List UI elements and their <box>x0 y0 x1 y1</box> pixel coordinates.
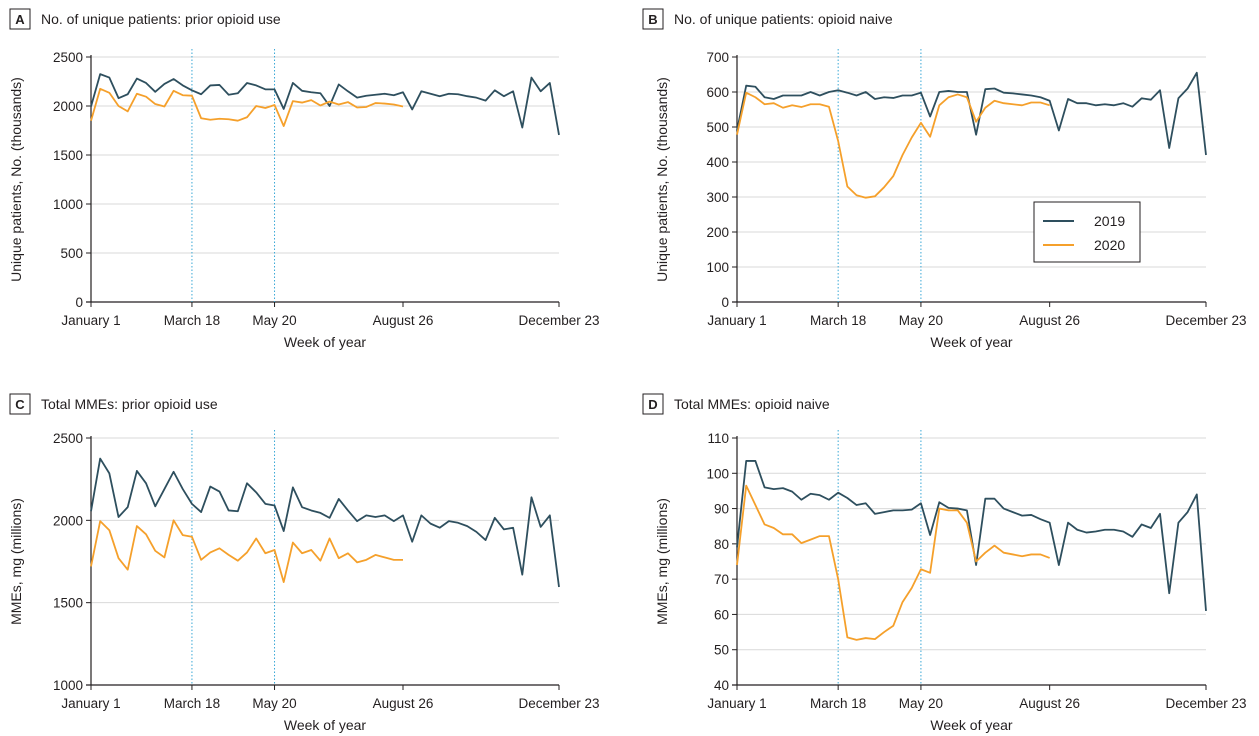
series-line-2019 <box>90 457 560 588</box>
y-tick-label: 600 <box>706 85 729 100</box>
y-tick-label: 1000 <box>53 678 83 693</box>
panel-label: A <box>15 12 25 27</box>
panel-b: B No. of unique patients: opioid naive 0 10… <box>642 8 1247 350</box>
y-tick-label: 2000 <box>53 99 83 114</box>
panel-badge-box <box>9 8 31 30</box>
panel-label: D <box>648 397 657 412</box>
y-tick-label: 0 <box>75 295 83 310</box>
panel-title: Total MMEs: prior opioid use <box>41 396 218 412</box>
panel-badge-box <box>642 393 664 415</box>
x-tick-label: May 20 <box>899 696 943 711</box>
panel-badge-box <box>9 393 31 415</box>
y-tick-label: 90 <box>714 502 729 517</box>
legend-box <box>1033 201 1141 263</box>
x-axis-title: Week of year <box>284 717 367 733</box>
y-tick-label: 60 <box>714 607 729 622</box>
x-axis-title: Week of year <box>930 334 1013 350</box>
series-line-2019 <box>736 460 1207 611</box>
x-tick-label: December 23 <box>518 696 599 711</box>
x-tick-label: December 23 <box>518 313 599 328</box>
series-line-2019 <box>90 73 560 136</box>
legend-label: 2020 <box>1094 237 1125 253</box>
x-axis-title: Week of year <box>930 717 1013 733</box>
panel-label: B <box>648 12 657 27</box>
panel-a: A No. of unique patients: prior opioid us… <box>8 8 600 350</box>
y-tick-label: 1000 <box>53 197 83 212</box>
y-tick-label: 2500 <box>53 50 83 65</box>
x-tick-label: January 1 <box>707 696 766 711</box>
y-tick-label: 110 <box>707 431 729 446</box>
series-line-2020 <box>736 91 1050 199</box>
y-tick-label: 200 <box>706 225 729 240</box>
x-tick-label: May 20 <box>252 696 296 711</box>
y-tick-label: 0 <box>721 295 729 310</box>
x-tick-label: March 18 <box>810 696 866 711</box>
series-line-2020 <box>90 519 403 583</box>
y-tick-label: 500 <box>706 120 729 135</box>
x-tick-label: December 23 <box>1165 313 1246 328</box>
y-tick-label: 1500 <box>53 148 83 163</box>
panel-label: C <box>15 397 25 412</box>
panel-title: No. of unique patients: prior opioid use <box>41 11 281 27</box>
y-tick-label: 2000 <box>53 513 83 528</box>
panel-title: Total MMEs: opioid naive <box>674 396 830 412</box>
x-tick-label: August 26 <box>373 696 434 711</box>
x-tick-label: March 18 <box>164 313 220 328</box>
x-tick-label: May 20 <box>252 313 296 328</box>
y-tick-label: 40 <box>714 678 729 693</box>
x-tick-label: January 1 <box>61 696 120 711</box>
series-line-2020 <box>90 87 404 127</box>
y-tick-label: 700 <box>706 50 729 65</box>
x-tick-label: January 1 <box>707 313 766 328</box>
x-axis-title: Week of year <box>284 334 367 350</box>
y-axis-title: Unique patients, No. (thousands) <box>8 77 24 282</box>
y-tick-label: 400 <box>706 155 729 170</box>
legend: 2019 2020 <box>1033 201 1141 263</box>
y-axis-title: MMEs, mg (millions) <box>654 498 670 625</box>
panel-title: No. of unique patients: opioid naive <box>674 11 893 27</box>
x-tick-label: August 26 <box>1019 313 1080 328</box>
x-tick-label: December 23 <box>1165 696 1246 711</box>
panel-d: D Total MMEs: opioid naive 40 50 60 70 80 90 100… <box>642 393 1247 733</box>
x-tick-label: March 18 <box>164 696 220 711</box>
y-tick-label: 100 <box>706 260 729 275</box>
x-tick-label: March 18 <box>810 313 866 328</box>
y-tick-label: 70 <box>714 572 729 587</box>
series-line-2019 <box>736 71 1207 156</box>
y-tick-label: 50 <box>714 643 729 658</box>
legend-label: 2019 <box>1094 213 1125 229</box>
y-tick-label: 2500 <box>53 431 83 446</box>
x-tick-label: January 1 <box>61 313 120 328</box>
panel-badge-box <box>642 8 664 30</box>
y-tick-label: 80 <box>714 537 729 552</box>
x-tick-label: May 20 <box>899 313 943 328</box>
y-tick-label: 100 <box>706 466 729 481</box>
y-axis-title: Unique patients, No. (thousands) <box>654 77 670 282</box>
y-tick-label: 1500 <box>53 596 83 611</box>
x-tick-label: August 26 <box>373 313 434 328</box>
y-tick-label: 300 <box>706 190 729 205</box>
panel-c: C Total MMEs: prior opioid use 1000 1500 200… <box>8 393 600 733</box>
series-line-2020 <box>736 484 1050 641</box>
x-tick-label: August 26 <box>1019 696 1080 711</box>
y-tick-label: 500 <box>60 246 83 261</box>
y-axis-title: MMEs, mg (millions) <box>8 498 24 625</box>
